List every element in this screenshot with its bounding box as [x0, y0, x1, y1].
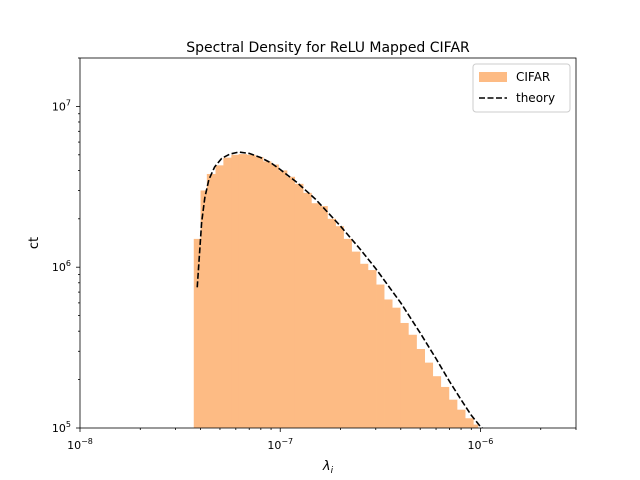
histogram-bar — [408, 334, 417, 428]
x-tick-label-base: 10 — [67, 439, 81, 452]
histogram-bar — [193, 238, 201, 428]
histogram-bar — [262, 161, 272, 428]
histogram-bar — [473, 424, 479, 428]
y-tick-label: 105 — [52, 420, 71, 435]
histogram-bar — [311, 203, 320, 428]
histogram-bar — [384, 299, 393, 428]
x-tick-label-base: 10 — [468, 439, 482, 452]
histogram-bar — [448, 399, 458, 428]
histogram-bar — [392, 307, 401, 428]
y-tick-label-base: 10 — [52, 100, 66, 113]
y-tick-label-exponent: 5 — [66, 420, 71, 429]
histogram-bar — [319, 206, 328, 428]
histogram-bar — [206, 173, 216, 428]
x-tick-label-base: 10 — [267, 439, 281, 452]
histogram-bar — [456, 409, 466, 428]
x-axis-ticks: 10−8 10−7 10−6 — [67, 428, 577, 452]
x-tick-label: 10−6 — [468, 437, 494, 452]
histogram-bar — [215, 165, 224, 428]
x-axis-label: λi — [322, 459, 334, 476]
histogram-bar — [335, 226, 344, 428]
histogram-bar — [343, 238, 352, 428]
histogram-bar — [238, 154, 248, 429]
x-axis-label-subscript: i — [331, 466, 334, 476]
y-tick-label-exponent: 6 — [66, 259, 71, 268]
legend-label-cifar: CIFAR — [516, 70, 550, 84]
histogram-bar — [278, 170, 288, 428]
histogram-bar — [271, 164, 279, 428]
histogram-bar — [416, 348, 425, 428]
x-tick-label-exponent: −6 — [482, 437, 494, 446]
histogram-bars — [193, 154, 479, 429]
y-tick-label-exponent: 7 — [66, 98, 71, 107]
plot-frame — [79, 57, 577, 429]
histogram-bar — [424, 362, 434, 428]
y-tick-label: 107 — [52, 98, 71, 113]
histogram-bar — [223, 157, 232, 428]
x-tick-label-exponent: −8 — [81, 437, 93, 446]
histogram-bar — [327, 218, 336, 428]
histogram-bar — [255, 156, 264, 428]
x-axis-label-base: λ — [322, 459, 331, 474]
y-axis-label: ct — [27, 237, 42, 249]
histogram-bar — [376, 284, 385, 428]
theory-line — [196, 151, 483, 429]
histogram-bar — [400, 322, 409, 428]
histogram-bar — [432, 376, 442, 428]
x-tick-label-exponent: −7 — [281, 437, 293, 446]
legend-label-theory: theory — [516, 91, 555, 105]
histogram-bar — [440, 386, 450, 428]
histogram-bar — [303, 192, 312, 428]
y-tick-label: 106 — [52, 259, 71, 274]
histogram-bar — [367, 270, 377, 428]
x-tick-label: 10−7 — [267, 437, 293, 452]
histogram-bar — [231, 154, 240, 428]
theory-line-group — [196, 151, 483, 429]
y-tick-label-base: 10 — [52, 261, 66, 274]
histogram-bar — [465, 418, 474, 428]
histogram-bar — [246, 154, 256, 428]
legend-swatch-cifar — [479, 72, 507, 82]
histogram-bar — [286, 176, 296, 428]
x-tick-label: 10−8 — [67, 437, 93, 452]
histogram-bar — [200, 190, 208, 428]
chart-title: Spectral Density for ReLU Mapped CIFAR — [186, 40, 470, 56]
histogram-bar — [351, 251, 361, 428]
histogram-bar — [294, 183, 304, 428]
legend: CIFAR theory — [472, 63, 571, 113]
y-tick-label-base: 10 — [52, 422, 66, 435]
histogram-bar — [359, 263, 369, 428]
